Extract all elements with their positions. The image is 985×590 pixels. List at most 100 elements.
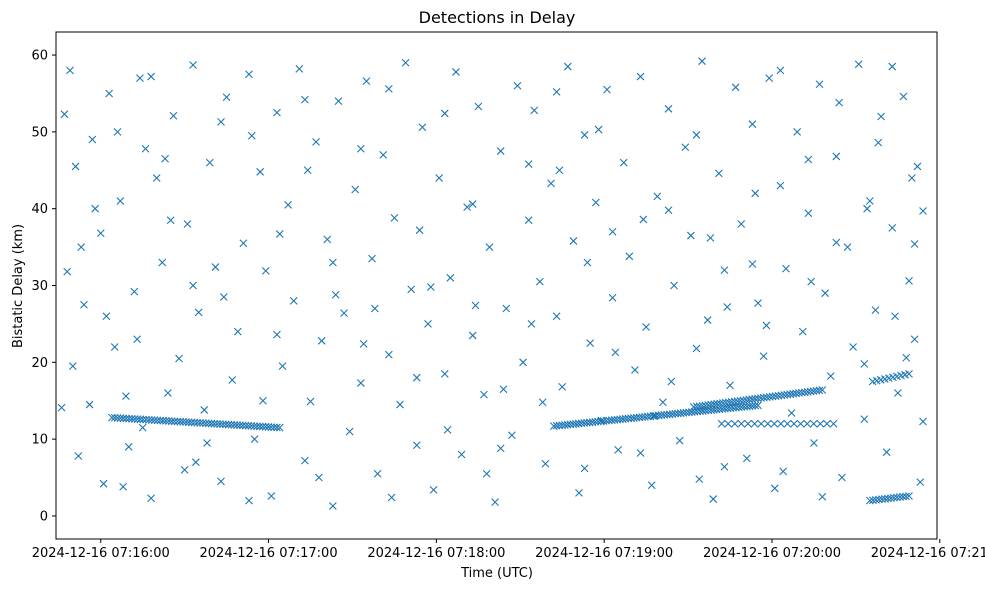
x-axis: 2024-12-16 07:16:00 2024-12-16 07:17:00 20… (32, 539, 985, 561)
x-axis-title: Time (UTC) (460, 566, 533, 581)
data-point (625, 252, 634, 261)
data-point (913, 162, 922, 171)
data-point (323, 235, 332, 244)
data-point (692, 344, 701, 353)
data-point (541, 459, 550, 468)
data-point (818, 492, 827, 501)
data-point (502, 304, 511, 313)
data-point (835, 98, 843, 107)
data-point (295, 64, 304, 73)
data-point (66, 66, 74, 75)
data-point (96, 229, 105, 238)
data-point (60, 110, 69, 119)
data-point (681, 143, 690, 152)
data-point (452, 68, 460, 76)
data-point (782, 264, 790, 273)
data-point (217, 477, 225, 486)
data-point (370, 304, 379, 313)
track-point (803, 419, 812, 428)
data-point (189, 61, 197, 69)
y-tick-label: 50 (31, 125, 48, 140)
data-point (888, 62, 897, 71)
data-point (301, 456, 309, 465)
data-point (821, 289, 830, 298)
track-point (905, 369, 913, 378)
y-tick-label: 30 (31, 279, 48, 294)
data-point (429, 485, 438, 494)
data-point (910, 240, 919, 248)
data-point (340, 309, 348, 318)
data-point (524, 216, 533, 225)
data-point (412, 373, 421, 382)
data-point (491, 498, 499, 507)
track-point (763, 419, 772, 428)
data-point (133, 335, 141, 344)
data-point (424, 320, 432, 328)
data-point (141, 144, 150, 153)
data-point (426, 283, 435, 291)
data-point (373, 469, 382, 478)
data-point (499, 385, 508, 394)
data-point (194, 308, 203, 317)
data-point (742, 454, 751, 463)
data-point (723, 303, 732, 311)
track-point (829, 419, 838, 428)
data-point (200, 406, 209, 414)
track-point (776, 419, 785, 428)
data-point (261, 267, 270, 275)
data-point (754, 299, 762, 308)
data-point (748, 260, 757, 268)
data-point (113, 127, 122, 136)
data-point (714, 169, 723, 178)
data-point (303, 166, 312, 175)
data-point (228, 376, 237, 384)
data-point (239, 239, 248, 248)
x-tick-label: 2024-12-16 07:17:00 (200, 546, 338, 561)
data-point (136, 74, 144, 82)
data-point (919, 207, 927, 215)
data-point (527, 320, 536, 328)
track-point (751, 401, 760, 410)
data-point (664, 206, 673, 215)
data-point (496, 444, 505, 453)
data-point (233, 327, 242, 336)
track-point (757, 419, 766, 428)
data-point (899, 92, 908, 101)
data-point (893, 389, 902, 397)
data-point (547, 179, 555, 188)
data-point (301, 95, 309, 104)
data-point (703, 316, 712, 324)
y-tick-label: 10 (31, 433, 48, 448)
track-point (905, 492, 913, 500)
data-point (905, 277, 913, 285)
data-point (636, 72, 645, 81)
data-point (737, 220, 746, 228)
data-point (804, 155, 813, 164)
data-point (306, 397, 315, 406)
data-point (575, 489, 583, 497)
data-point (267, 492, 276, 500)
data-point (642, 323, 651, 331)
data-point (675, 436, 684, 445)
data-point (519, 358, 527, 367)
x-tick-label: 2024-12-16 07:18:00 (367, 546, 505, 561)
track-point (783, 419, 792, 428)
data-point (776, 181, 785, 190)
data-point (351, 185, 360, 194)
data-point (205, 158, 214, 167)
data-point (356, 379, 365, 387)
x-tick-label: 2024-12-16 07:21:00 (871, 546, 985, 561)
data-point (110, 343, 119, 351)
x-tick-label: 2024-12-16 07:20:00 (703, 546, 841, 561)
data-point (919, 417, 927, 426)
data-point (916, 478, 925, 487)
data-point (639, 215, 648, 224)
data-point (368, 254, 376, 263)
data-point (807, 277, 816, 286)
data-point (608, 227, 617, 236)
data-point (552, 312, 561, 321)
track-point (823, 419, 831, 428)
data-point (440, 369, 449, 378)
data-point (751, 189, 760, 198)
